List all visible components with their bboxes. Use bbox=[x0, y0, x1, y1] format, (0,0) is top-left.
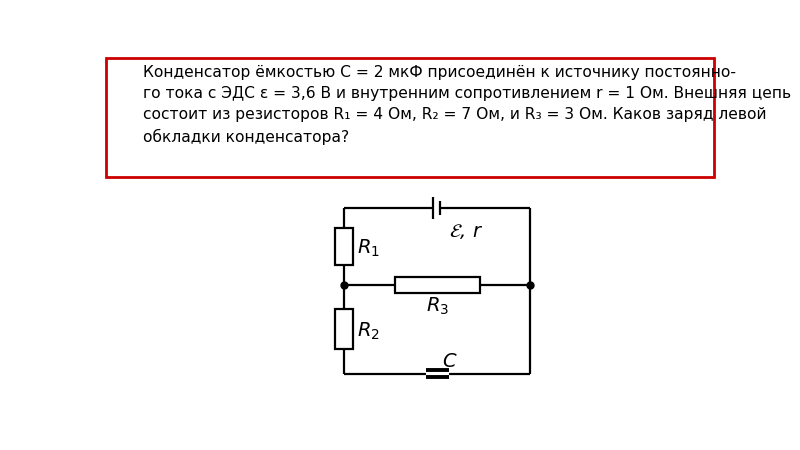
Bar bbox=[335, 228, 354, 265]
Bar bbox=[394, 277, 480, 293]
Text: $R_2$: $R_2$ bbox=[357, 321, 379, 342]
Bar bbox=[106, 58, 714, 177]
Bar bbox=[335, 309, 354, 349]
Text: $R_1$: $R_1$ bbox=[357, 238, 379, 260]
Text: $R_3$: $R_3$ bbox=[426, 296, 449, 317]
Text: $\mathcal{E}$, r: $\mathcal{E}$, r bbox=[449, 222, 483, 241]
Text: $C$: $C$ bbox=[442, 352, 458, 371]
Text: Конденсатор ёмкостью С = 2 мкФ присоединён к источнику постоянно-
го тока с ЭДС : Конденсатор ёмкостью С = 2 мкФ присоедин… bbox=[142, 65, 790, 144]
